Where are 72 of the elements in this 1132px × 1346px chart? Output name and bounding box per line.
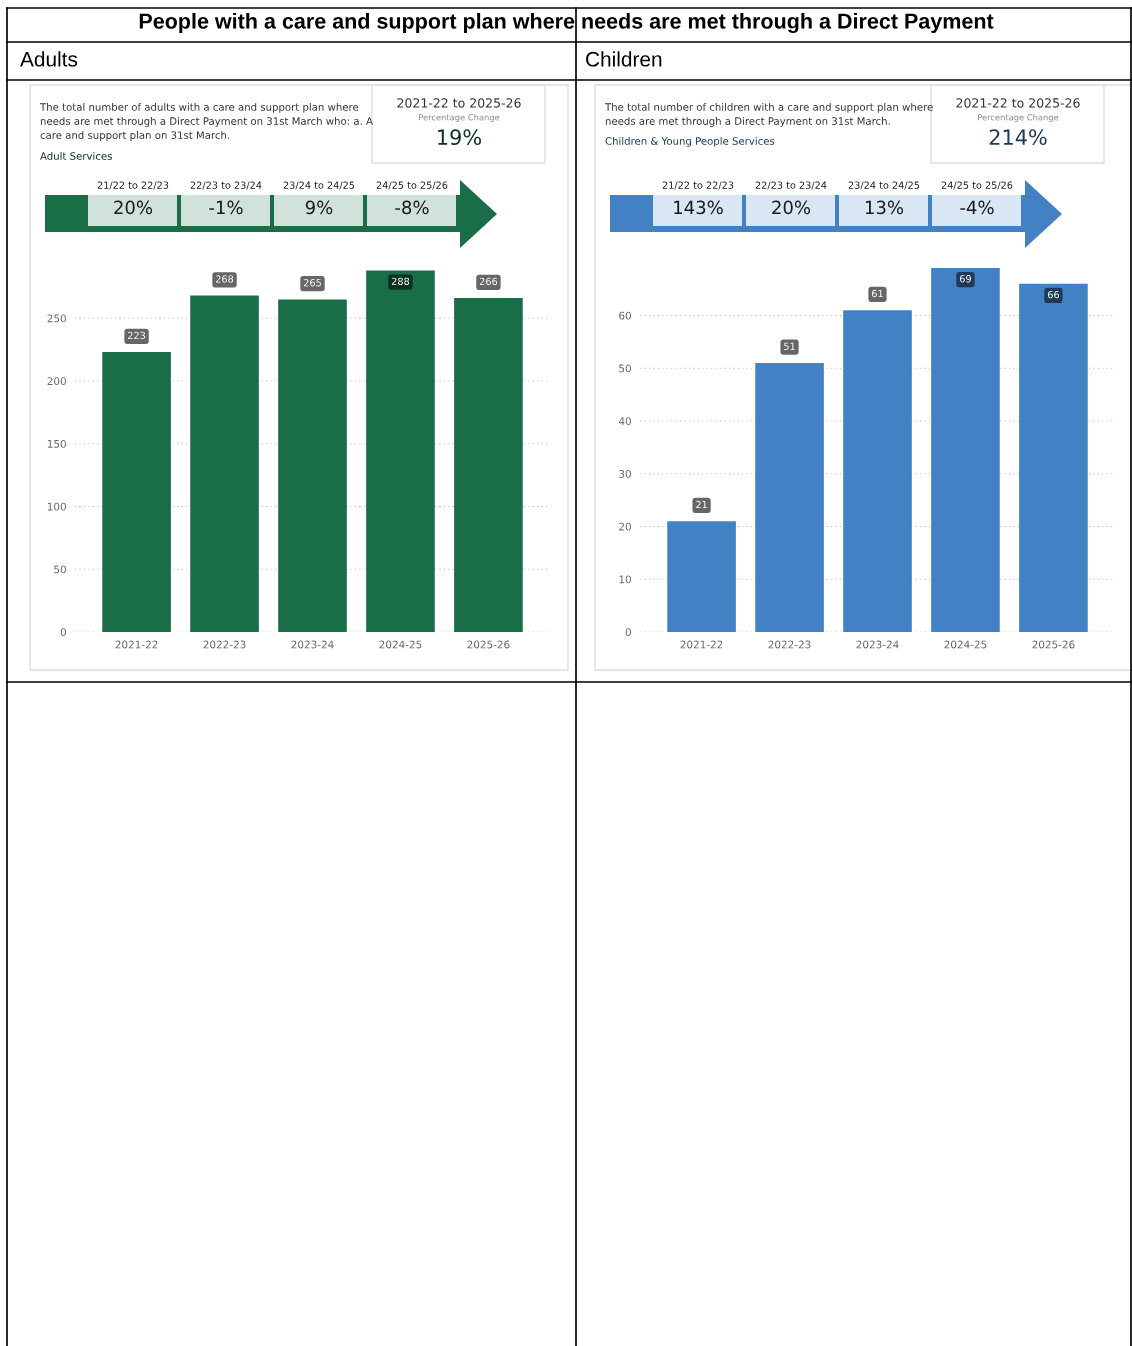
x-tick-label: 2021-22	[115, 640, 158, 649]
text: Children & Young People Services	[605, 137, 775, 147]
x-tick-label: 2022-23	[203, 640, 246, 649]
text: People with a care and support plan where needs are met through a Direct Payment	[139, 12, 994, 34]
text: 20%	[114, 200, 153, 215]
y-tick-label: 0	[625, 628, 631, 637]
text: 23/24 to 24/25	[283, 181, 355, 190]
text: 23/24 to 24/25	[848, 181, 920, 190]
text: 24/25 to 25/26	[376, 181, 448, 190]
text: 9%	[305, 200, 333, 215]
bar	[366, 270, 435, 632]
y-tick-label: 0	[60, 628, 66, 637]
text: 21/22 to 22/23	[97, 181, 169, 190]
bar	[931, 268, 1000, 632]
x-tick-label: 2022-23	[768, 640, 811, 649]
text: -8%	[395, 200, 429, 215]
text: 2021-22 to 2025-26	[397, 98, 521, 108]
x-tick-label: 2023-24	[856, 640, 899, 649]
bar	[278, 299, 347, 632]
y-tick-label: 10	[619, 575, 631, 584]
text: Adult Services	[40, 152, 112, 160]
text: Percentage Change	[419, 113, 500, 123]
data-label: 265	[303, 279, 321, 287]
chart-title: Adults	[20, 51, 78, 67]
bar	[102, 352, 171, 632]
text: 22/23 to 23/24	[190, 181, 262, 190]
data-label: 69	[959, 275, 971, 283]
data-label: 223	[128, 331, 146, 340]
bar	[190, 295, 259, 632]
x-tick-label: 2024-25	[944, 640, 987, 649]
x-tick-label: 2025-26	[467, 640, 510, 649]
text: 19%	[438, 129, 481, 146]
bar	[843, 310, 912, 632]
text: 2021-22 to 2025-26	[956, 98, 1080, 108]
x-tick-label: 2025-26	[1032, 640, 1075, 649]
data-label: 21	[696, 500, 707, 509]
y-tick-label: 250	[47, 314, 66, 323]
text: -4%	[960, 200, 994, 215]
bar	[667, 521, 736, 632]
y-tick-label: 100	[47, 502, 66, 511]
text: 22/23 to 23/24	[755, 181, 827, 190]
x-tick-label: 2023-24	[291, 640, 334, 649]
text: 143%	[674, 200, 723, 215]
data-label: 61	[871, 289, 883, 298]
data-label: 266	[479, 277, 498, 286]
y-tick-label: 150	[47, 439, 66, 448]
y-tick-label: 20	[619, 522, 631, 531]
y-tick-label: 60	[619, 311, 631, 320]
x-tick-label: 2021-22	[680, 640, 723, 649]
chart-subtitle: The total number of children with a care and support plan where needs are met through a Direct Payment on 31st March.	[604, 103, 933, 127]
y-tick-label: 200	[47, 377, 66, 386]
data-label: 268	[215, 275, 234, 283]
bar	[1019, 283, 1088, 632]
text: 24/25 to 25/26	[941, 181, 1013, 190]
x-tick-label: 2024-25	[379, 640, 422, 649]
text: -1%	[209, 200, 243, 215]
text: 20%	[772, 200, 811, 215]
y-tick-label: 40	[618, 417, 631, 426]
bar	[454, 298, 523, 632]
text: 21/22 to 22/23	[662, 181, 734, 190]
data-label: 51	[784, 342, 795, 350]
bar	[755, 362, 824, 632]
data-label: 66	[1047, 290, 1059, 299]
y-tick-label: 50	[619, 364, 631, 373]
chart-title: Children	[586, 51, 662, 67]
chart-subtitle: The total number of adults with a care and support plan where needs are met through a Direct Payment on 31st March who: a. A care and support plan on 31st March.	[39, 103, 373, 141]
text: 13%	[865, 200, 904, 215]
y-tick-label: 30	[619, 469, 631, 478]
y-tick-label: 50	[54, 565, 66, 574]
text: Percentage Change	[978, 113, 1059, 123]
text: 214%	[989, 129, 1047, 146]
data-label: 288	[391, 277, 410, 285]
